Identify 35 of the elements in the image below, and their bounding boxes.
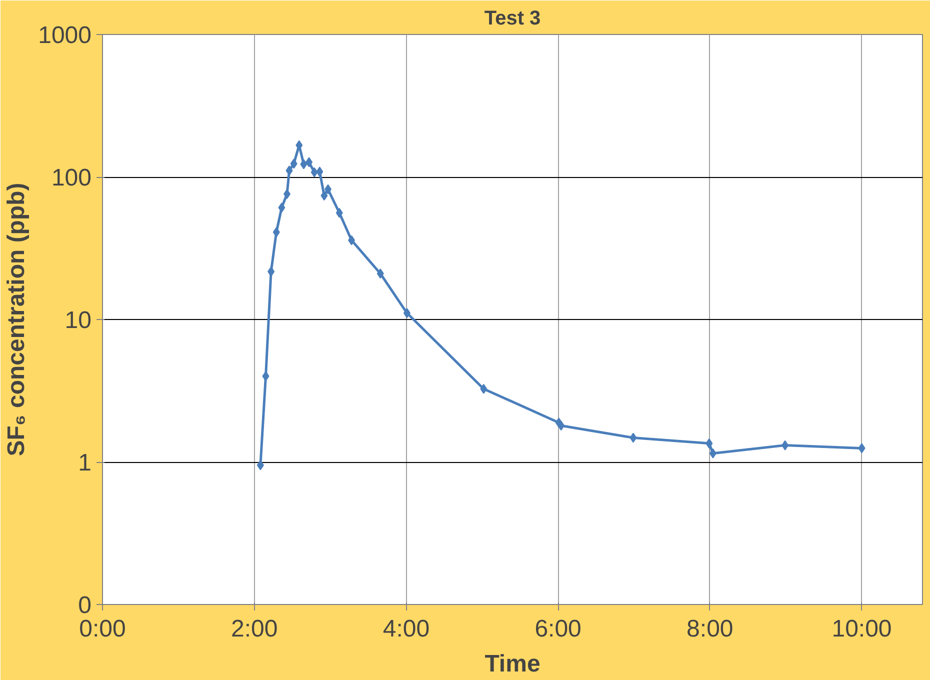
y-tick-label: 1000 bbox=[38, 22, 92, 49]
point bbox=[709, 448, 716, 458]
point bbox=[262, 371, 270, 382]
point bbox=[286, 166, 293, 176]
point bbox=[306, 157, 313, 168]
x-tick-label: 4:00 bbox=[382, 616, 430, 642]
x-axis-title: Time bbox=[484, 650, 540, 678]
x-tick-label: 2:00 bbox=[230, 616, 278, 642]
point bbox=[348, 235, 356, 246]
point bbox=[782, 440, 789, 450]
chart-title: Test 3 bbox=[484, 8, 541, 30]
y-tick-label: 100 bbox=[51, 164, 92, 192]
y-tick-label: 10 bbox=[64, 307, 92, 334]
point bbox=[376, 268, 384, 279]
point bbox=[300, 159, 308, 170]
point bbox=[268, 266, 275, 277]
point bbox=[316, 166, 324, 177]
point bbox=[480, 384, 488, 394]
y-axis-title: SF₆ concentration (ppb) bbox=[3, 182, 30, 456]
point bbox=[256, 460, 264, 470]
point bbox=[630, 432, 637, 443]
point bbox=[336, 208, 343, 218]
x-tick-label: 6:00 bbox=[534, 616, 582, 642]
x-tick-label: 8:00 bbox=[686, 616, 734, 642]
point bbox=[310, 167, 318, 178]
y-tick-label: 1 bbox=[78, 450, 92, 476]
point bbox=[706, 438, 713, 448]
point bbox=[858, 443, 866, 454]
point bbox=[320, 190, 328, 201]
point bbox=[278, 202, 286, 213]
point bbox=[290, 158, 298, 169]
x-tick-label: 10:00 bbox=[832, 616, 892, 642]
point bbox=[558, 420, 565, 431]
point bbox=[403, 308, 410, 318]
point bbox=[272, 227, 280, 238]
